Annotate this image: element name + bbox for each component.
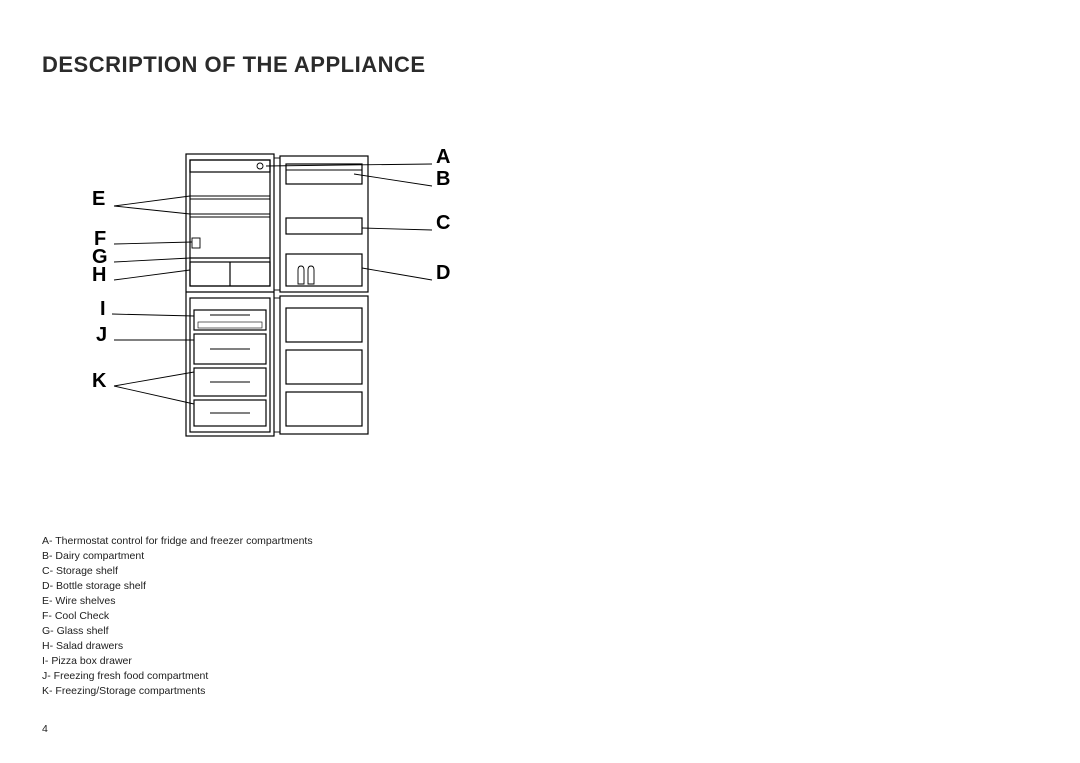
callout-c: C (436, 212, 450, 235)
callout-e: E (92, 188, 105, 211)
legend-item: F- Cool Check (42, 609, 313, 624)
page-number: 4 (42, 723, 48, 735)
legend-item: A- Thermostat control for fridge and fre… (42, 534, 313, 549)
legend-item: C- Storage shelf (42, 564, 313, 579)
legend-item: E- Wire shelves (42, 594, 313, 609)
appliance-svg (90, 150, 470, 440)
callout-d: D (436, 262, 450, 285)
callout-a: A (436, 146, 450, 169)
legend-item: H- Salad drawers (42, 639, 313, 654)
legend-item: G- Glass shelf (42, 624, 313, 639)
legend-list: A- Thermostat control for fridge and fre… (42, 534, 313, 699)
legend-item: I- Pizza box drawer (42, 654, 313, 669)
page-title: DESCRIPTION OF THE APPLIANCE (42, 52, 426, 78)
legend-item: K- Freezing/Storage compartments (42, 684, 313, 699)
callout-j: J (96, 324, 107, 347)
legend-item: B- Dairy compartment (42, 549, 313, 564)
callout-k: K (92, 370, 106, 393)
callout-h: H (92, 264, 106, 287)
legend-item: D- Bottle storage shelf (42, 579, 313, 594)
appliance-diagram: E F G H I J K A B C D (90, 150, 470, 440)
callout-i: I (100, 298, 106, 321)
callout-b: B (436, 168, 450, 191)
legend-item: J- Freezing fresh food compartment (42, 669, 313, 684)
